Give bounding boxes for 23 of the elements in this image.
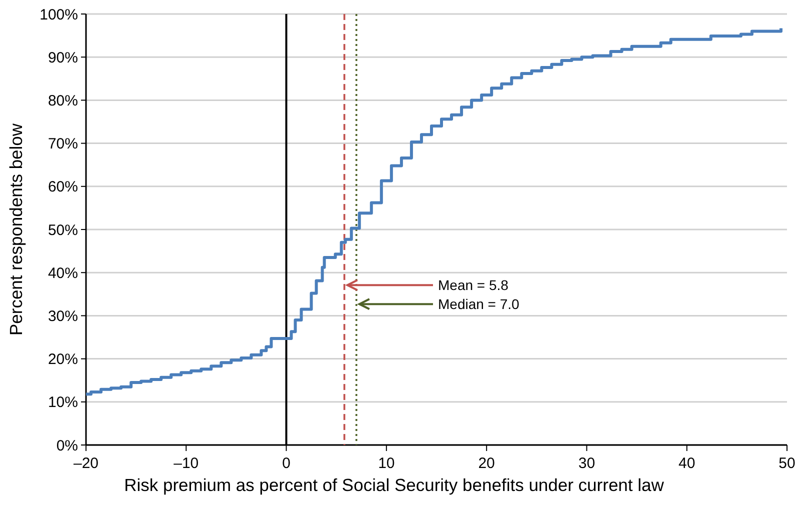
y-tick-label: 0% — [56, 437, 78, 454]
x-tick-label: –10 — [174, 455, 199, 472]
x-axis-title: Risk premium as percent of Social Security benefits under current law — [124, 475, 664, 495]
y-tick-label: 80% — [48, 92, 78, 110]
y-tick-label: 70% — [48, 136, 78, 153]
y-tick-label: 60% — [48, 178, 78, 196]
y-axis-title: Percent respondents below — [6, 123, 26, 336]
x-tick-label: 40 — [678, 455, 696, 472]
annotation: Median = 7.0 — [438, 296, 520, 312]
y-tick-label: 90% — [48, 49, 78, 66]
x-tick-label: 0 — [282, 455, 290, 472]
x-tick-label: 10 — [378, 455, 395, 472]
annotation: Mean = 5.8 — [438, 277, 509, 293]
y-tick-label: 10% — [48, 394, 78, 412]
x-tick-label: 50 — [778, 455, 796, 472]
x-tick-label: 30 — [578, 455, 596, 472]
x-tick-label: –20 — [73, 455, 99, 472]
y-tick-label: 100% — [40, 6, 78, 24]
y-tick-label: 30% — [48, 308, 78, 325]
y-tick-label: 50% — [48, 222, 78, 239]
y-tick-label: 40% — [48, 264, 78, 282]
x-tick-label: 20 — [478, 455, 495, 472]
y-tick-label: 20% — [48, 351, 78, 368]
